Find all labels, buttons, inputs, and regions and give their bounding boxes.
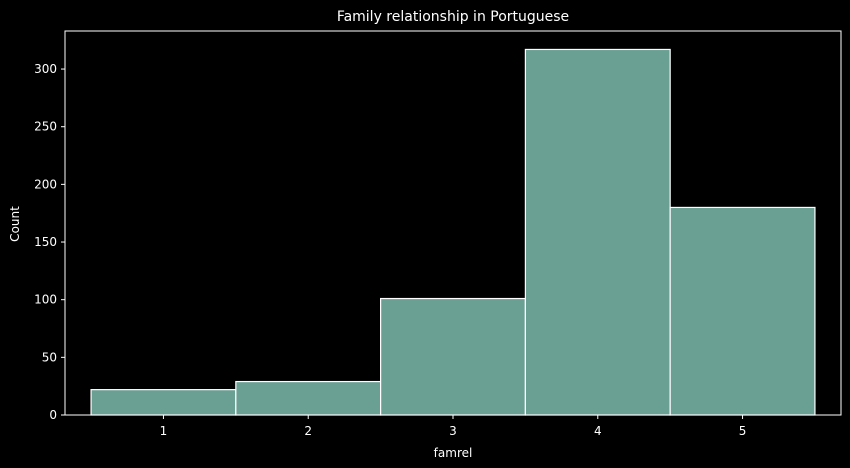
x-tick-label: 4 <box>594 424 602 438</box>
bar-1 <box>90 389 237 416</box>
bars-group <box>90 48 816 416</box>
y-tick-label: 200 <box>34 177 57 191</box>
y-tick-label: 150 <box>34 235 57 249</box>
y-tick-label: 250 <box>34 120 57 134</box>
y-tick-label: 0 <box>49 408 57 422</box>
x-tick-label: 5 <box>739 424 747 438</box>
y-tick-label: 50 <box>42 350 57 364</box>
x-axis-label: famrel <box>434 446 473 460</box>
bar-2 <box>235 380 382 416</box>
x-tick-label: 2 <box>304 424 312 438</box>
y-axis-ticks: 0 50 100 150 200 250 300 <box>34 62 65 422</box>
y-axis-label: Count <box>8 206 22 242</box>
y-tick-label: 300 <box>34 62 57 76</box>
bar-4 <box>524 48 671 416</box>
bar-5 <box>669 206 816 416</box>
x-tick-label: 3 <box>449 424 457 438</box>
chart-title: Family relationship in Portuguese <box>337 9 569 25</box>
x-axis-ticks: 1 2 3 4 5 <box>160 415 747 438</box>
x-tick-label: 1 <box>160 424 168 438</box>
y-tick-label: 100 <box>34 293 57 307</box>
bar-3 <box>380 297 526 416</box>
